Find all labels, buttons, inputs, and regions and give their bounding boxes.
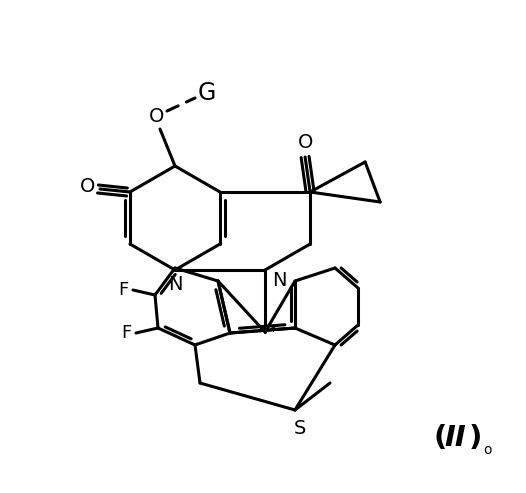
Text: F: F: [121, 324, 131, 342]
Text: N: N: [168, 275, 182, 293]
Text: F: F: [118, 281, 128, 299]
Text: S: S: [294, 419, 306, 437]
Text: O: O: [297, 133, 313, 151]
Text: O: O: [80, 177, 96, 197]
Text: II: II: [444, 424, 466, 452]
Text: (: (: [433, 424, 447, 452]
Text: G: G: [198, 81, 216, 105]
Text: *: *: [269, 323, 278, 341]
Text: N: N: [272, 271, 286, 289]
Text: o: o: [484, 443, 492, 457]
Text: ): ): [468, 424, 482, 452]
Text: O: O: [149, 106, 165, 126]
